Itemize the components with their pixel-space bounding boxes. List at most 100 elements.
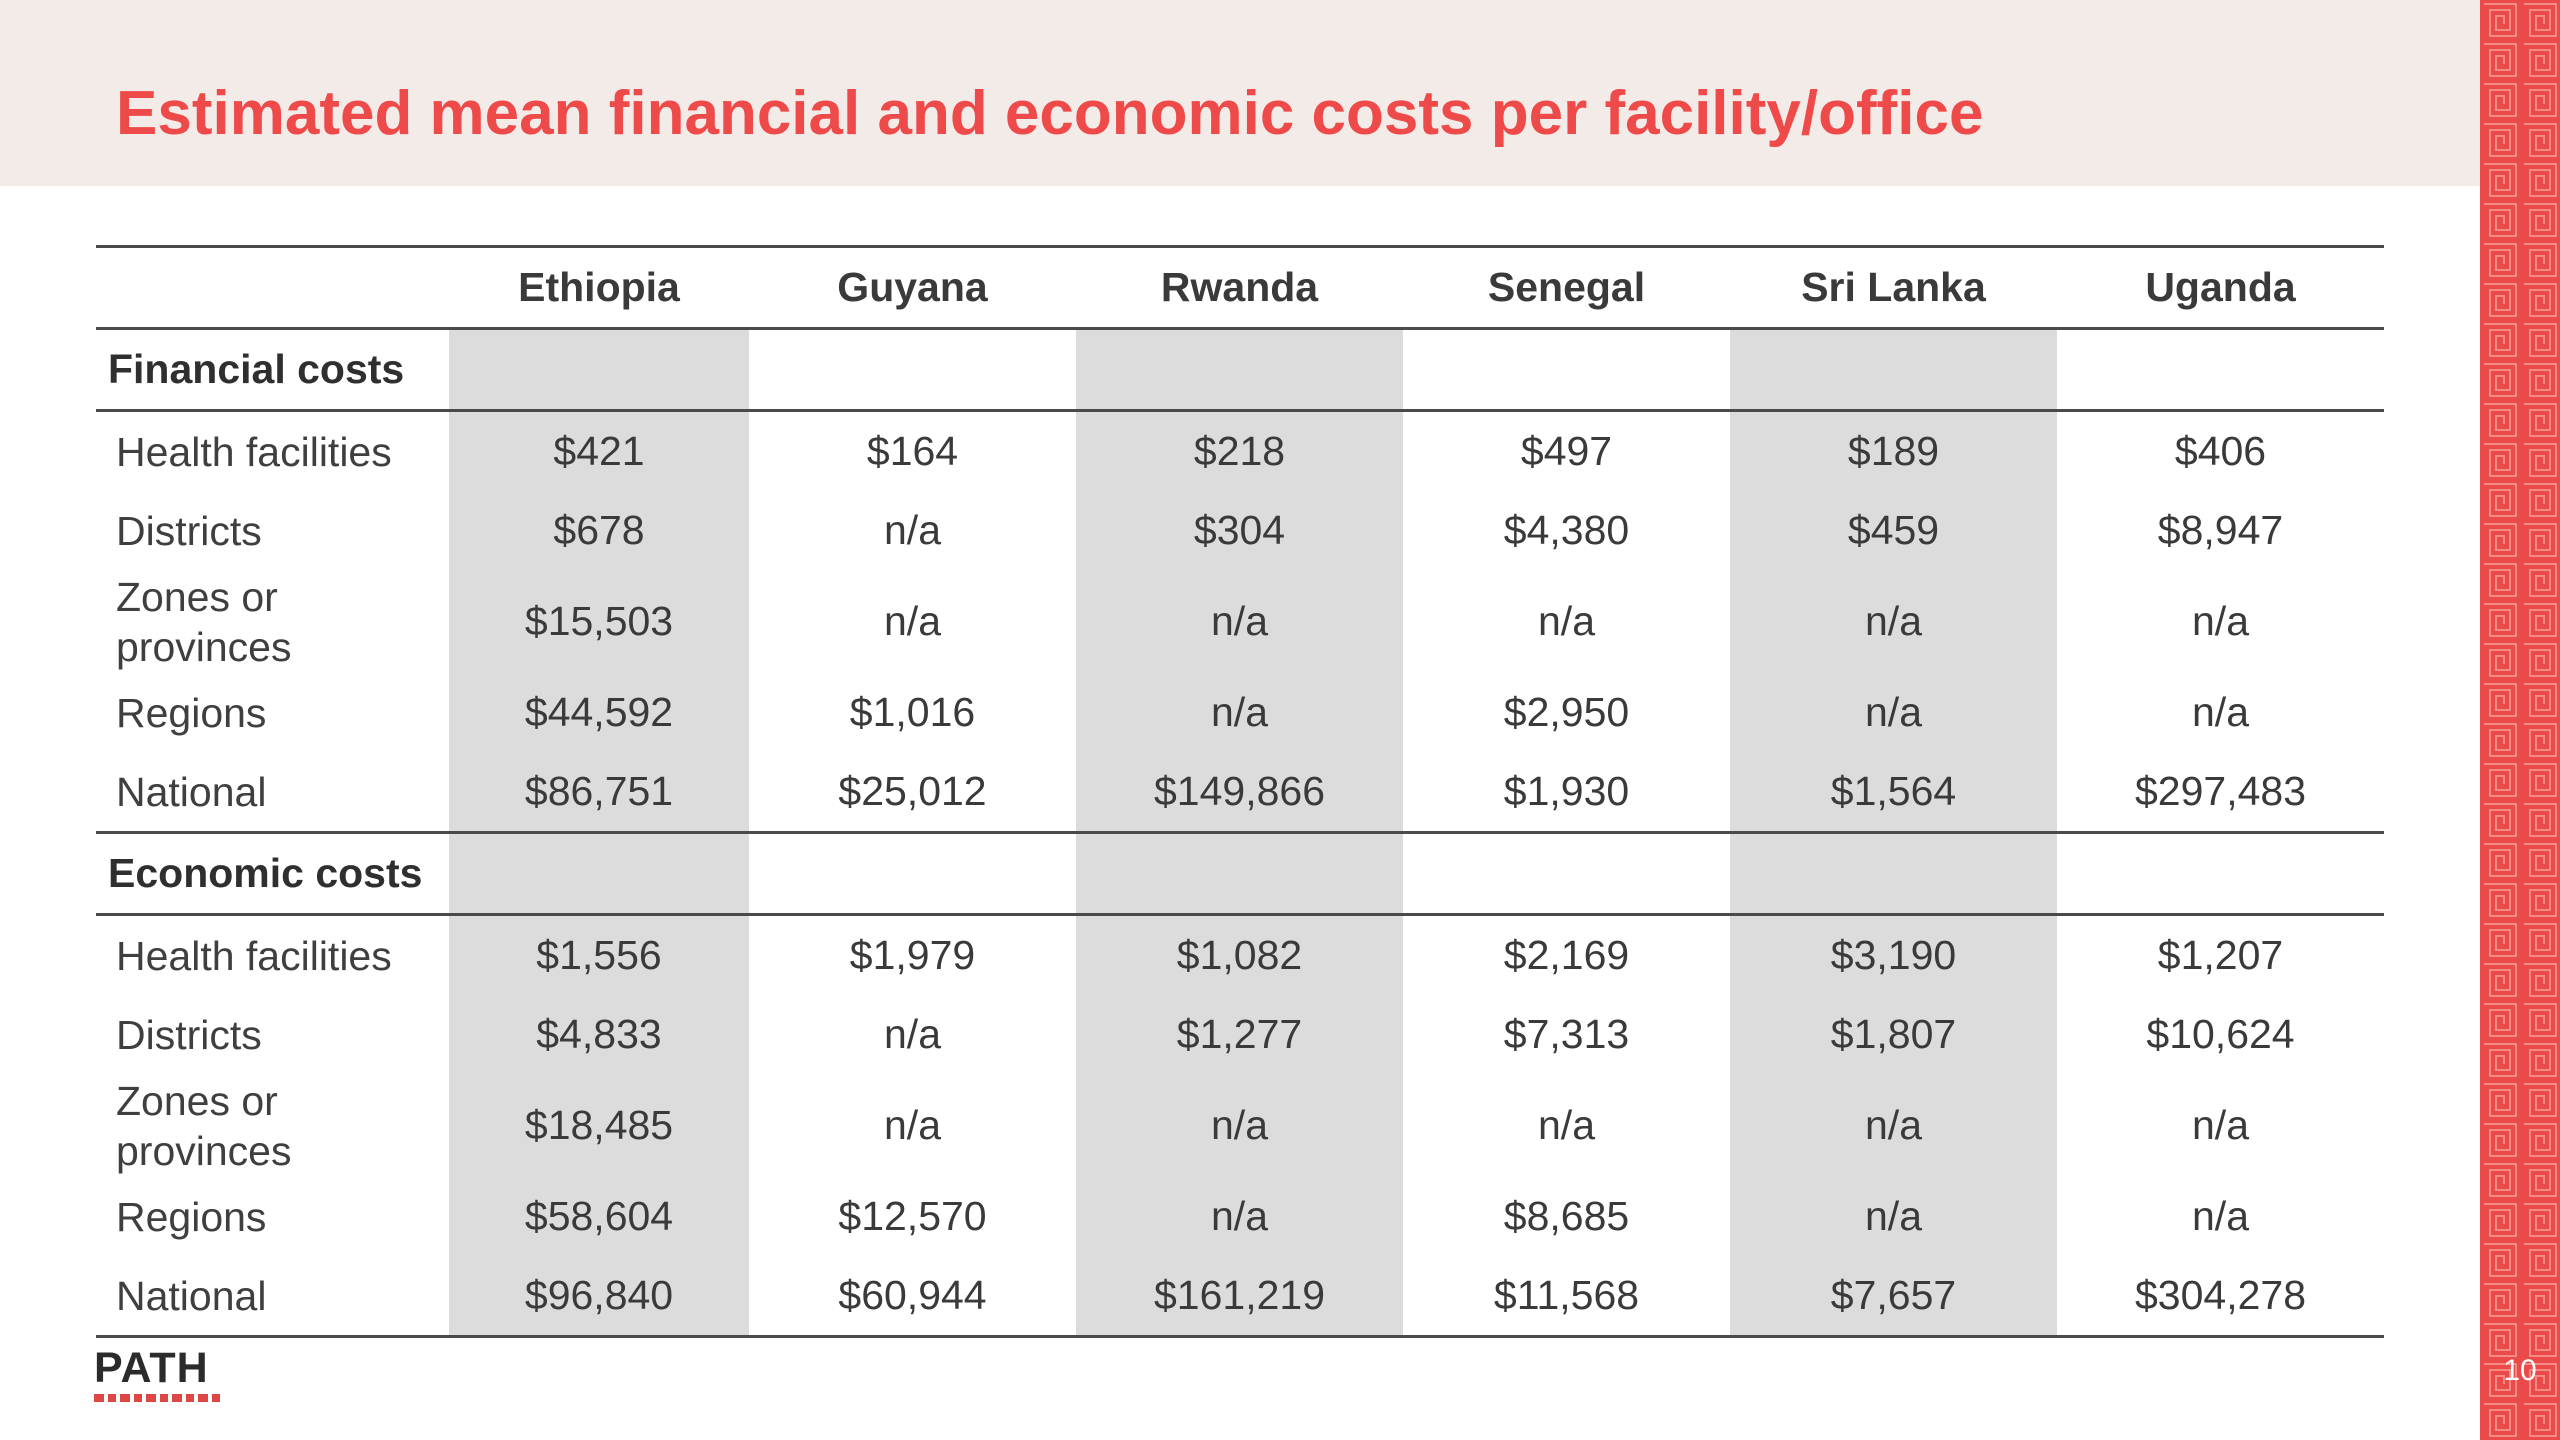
table-cell: $1,979 (849, 932, 976, 978)
table-cell: $421 (449, 410, 749, 491)
table-row: Health facilities $1,556 $1,979 $1,082 $… (96, 914, 2384, 995)
section-label: Economic costs (96, 832, 449, 916)
table-cell: $1,277 (1076, 995, 1403, 1074)
section-header-row: Financial costs (96, 328, 2384, 412)
table-cell: $58,604 (449, 1177, 749, 1256)
table-cell: $8,947 (2157, 507, 2284, 553)
table-cell: $4,833 (449, 995, 749, 1074)
table-cell: $86,751 (449, 752, 749, 834)
title-band (0, 0, 2480, 186)
table-cell (449, 328, 749, 412)
table-cell: $459 (1730, 491, 2057, 570)
table-cell: $10,624 (2146, 1011, 2295, 1057)
table-cell: n/a (1730, 673, 2057, 752)
column-header: Uganda (2057, 245, 2384, 330)
table-cell: $60,944 (749, 1256, 1076, 1338)
table-cell (1730, 328, 2057, 412)
table-cell: $149,866 (1076, 752, 1403, 834)
logo-wordmark: PATH (94, 1344, 209, 1392)
table-row: Health facilities $421 $164 $218 $497 $1… (96, 410, 2384, 491)
table-cell (2057, 832, 2384, 916)
table-cell: $18,485 (449, 1074, 749, 1177)
table-cell: n/a (2192, 1102, 2249, 1148)
table-cell: $3,190 (1730, 914, 2057, 995)
table-cell (1076, 832, 1403, 916)
table-row: Districts $678 n/a $304 $4,380 $459 $8,9… (96, 491, 2384, 570)
table-cell (1730, 832, 2057, 916)
table-row: Regions $44,592 $1,016 n/a $2,950 n/a n/… (96, 673, 2384, 752)
table-cell: n/a (1730, 1177, 2057, 1256)
column-header: Sri Lanka (1730, 245, 2057, 330)
table-cell (2057, 328, 2384, 412)
table-cell: $96,840 (449, 1256, 749, 1338)
table-cell: n/a (1076, 1177, 1403, 1256)
table-cell: n/a (1076, 570, 1403, 673)
row-label: National (96, 1256, 449, 1338)
row-label: Regions (116, 689, 267, 736)
table-cell: $25,012 (749, 752, 1076, 834)
table-cell: n/a (1730, 570, 2057, 673)
table-cell: $161,219 (1076, 1256, 1403, 1338)
table-cell (1403, 832, 1730, 916)
slide-title: Estimated mean financial and economic co… (116, 79, 1984, 148)
column-header: Senegal (1403, 245, 1730, 330)
row-label: Zones or provinces (116, 1077, 292, 1174)
table-cell: n/a (884, 507, 941, 553)
section-header-row: Economic costs (96, 832, 2384, 916)
table-row: National $86,751 $25,012 $149,866 $1,930… (96, 752, 2384, 834)
table-cell: n/a (1076, 1074, 1403, 1177)
row-label: Districts (116, 507, 262, 554)
table-cell: $1,082 (1076, 914, 1403, 995)
table-cell: $497 (1520, 428, 1613, 474)
table-row: Zones or provinces $15,503 n/a n/a n/a n… (96, 570, 2384, 673)
table-cell: $304,278 (2057, 1256, 2384, 1338)
row-label: Zones or provinces (116, 573, 292, 670)
table-cell: n/a (884, 1102, 941, 1148)
table-cell: n/a (1730, 1074, 2057, 1177)
table-cell: $4,380 (1503, 507, 1630, 553)
path-logo: PATH (94, 1346, 222, 1404)
table-cell (749, 832, 1076, 916)
table-cell: $218 (1076, 410, 1403, 491)
table-cell: $678 (449, 491, 749, 570)
table-cell: n/a (2192, 1193, 2249, 1239)
table-row: Regions $58,604 $12,570 n/a $8,685 n/a n… (96, 1177, 2384, 1256)
column-header: Guyana (749, 245, 1076, 330)
row-label: Districts (116, 1011, 262, 1058)
table-cell: $1,016 (849, 689, 976, 735)
table-cell: $1,207 (2157, 932, 2284, 978)
table-cell: $1,564 (1730, 752, 2057, 834)
decorative-side-band (2480, 0, 2560, 1440)
table-cell: $44,592 (449, 673, 749, 752)
table-cell: $7,657 (1730, 1256, 2057, 1338)
table-cell: $1,556 (449, 914, 749, 995)
table-cell: $189 (1730, 410, 2057, 491)
table-cell: n/a (2192, 598, 2249, 644)
table-cell: $1,930 (1403, 752, 1730, 834)
table-cell: $2,169 (1503, 932, 1630, 978)
table-header-row: Ethiopia Guyana Rwanda Senegal Sri Lanka… (96, 245, 2384, 330)
table-row: Districts $4,833 n/a $1,277 $7,313 $1,80… (96, 995, 2384, 1074)
table-row: National $96,840 $60,944 $161,219 $11,56… (96, 1256, 2384, 1338)
cost-table-container: Ethiopia Guyana Rwanda Senegal Sri Lanka… (96, 245, 2384, 1338)
table-cell (749, 328, 1076, 412)
row-label: Regions (116, 1193, 267, 1240)
row-label: Health facilities (116, 932, 392, 979)
table-cell: $15,503 (449, 570, 749, 673)
table-cell: $12,570 (838, 1193, 987, 1239)
table-cell: $11,568 (1403, 1256, 1730, 1338)
table-cell: $1,807 (1730, 995, 2057, 1074)
column-header-corner (96, 245, 449, 330)
logo-pattern-graphic (94, 1392, 222, 1404)
table-cell: n/a (1538, 598, 1595, 644)
table-cell: $297,483 (2057, 752, 2384, 834)
section-label: Financial costs (96, 328, 449, 412)
column-header: Ethiopia (449, 245, 749, 330)
table-cell: n/a (1076, 673, 1403, 752)
table-cell: $7,313 (1503, 1011, 1630, 1057)
row-label: National (96, 752, 449, 834)
table-cell: $406 (2174, 428, 2267, 474)
table-cell: $2,950 (1503, 689, 1630, 735)
table-cell: $8,685 (1503, 1193, 1630, 1239)
table-cell: n/a (1538, 1102, 1595, 1148)
